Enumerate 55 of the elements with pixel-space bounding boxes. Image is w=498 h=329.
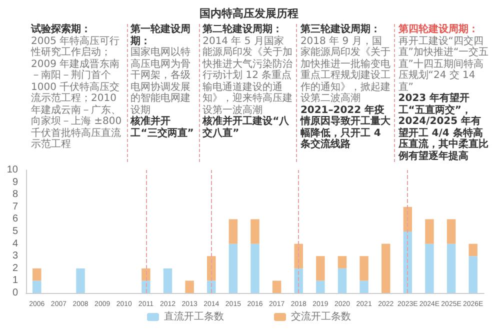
y-tick-label: 7 <box>12 201 18 212</box>
y-tick-label: 9 <box>12 176 18 188</box>
y-tick-label: 2 <box>12 262 18 274</box>
bar <box>338 256 347 268</box>
y-tick-label: 5 <box>12 226 18 237</box>
bar <box>228 244 238 293</box>
bar <box>425 219 434 244</box>
bar <box>446 219 456 244</box>
bar <box>163 268 172 293</box>
text: 2014 年 5 月国家能源局印发《关于加快推进大气污染防治行动计划 12 条重点输电通道建设的通知》，迎来特高压建设第一波高潮 <box>202 36 294 116</box>
chart-title: 国内特高压发展历程 <box>198 6 300 22</box>
y-tick-label: 1 <box>12 275 18 286</box>
bar <box>360 280 368 293</box>
bar <box>250 219 260 244</box>
y-tick-label: 3 <box>12 250 18 262</box>
text: 2005 年特高压可行性研究工作启动；2009 年建成晋东南－南阳－荆门首个 1000 千伏特高压交流示范工程；2010 年建成云南－广东、向家坝－上海 ±800 千伏首批特高压直流示范工程 <box>31 36 122 150</box>
bar <box>403 232 412 293</box>
legend-label: 直流开工条数 <box>164 310 224 322</box>
bar <box>76 268 85 293</box>
text: 试验探索期： <box>31 24 92 36</box>
bar <box>446 244 456 293</box>
text: 核准并开工建设“八交八直” <box>202 116 290 138</box>
bar <box>142 268 150 281</box>
bar <box>228 219 238 244</box>
bar <box>360 256 368 281</box>
text: 2018 年 9 月，国家能源局印发《关于加快推进一批输变电重点工程规划建设工作的通知》，掀起建设第二波高潮 <box>300 36 392 104</box>
bar <box>468 256 478 293</box>
text: 第一轮建设周期： <box>130 24 192 46</box>
y-tick-label: 10 <box>6 164 18 176</box>
bar <box>250 244 260 293</box>
bar <box>32 268 42 281</box>
bar <box>425 244 434 293</box>
bar <box>32 280 42 293</box>
bar <box>142 280 150 293</box>
text: 再开工建设“四交四直”加快推进“一交五直”十四五期间特高压规划“24 交 14 直” <box>398 36 490 92</box>
y-tick-label: 0 <box>12 288 18 298</box>
bar <box>381 244 390 293</box>
bar <box>468 244 478 256</box>
bar <box>338 268 347 293</box>
text: 国家电网以特高压电网为骨干网架，各级电网协调发展的智能电网建设期 <box>130 47 192 116</box>
y-tick-label: 4 <box>12 238 18 250</box>
bar <box>185 280 194 293</box>
text: 第二轮建设周期： <box>202 24 284 36</box>
y-tick-label: 8 <box>12 189 18 200</box>
legend-label: 交流开工条数 <box>291 310 351 322</box>
bar <box>316 256 325 281</box>
text: 2023 年有望开工“五直两交”，2024/2025 年有望开工 4/4 条特高压直流，其中柔直比例有望逐年提高 <box>398 93 488 162</box>
bar <box>207 280 216 293</box>
text: 第四轮建设周期： <box>398 24 480 36</box>
bar <box>272 280 282 293</box>
text: 2021–2022 年疫情原因导致开工量大幅降低，只开工 4 条交流线路 <box>300 104 390 150</box>
bar <box>316 280 325 293</box>
y-tick-label: 6 <box>12 214 18 225</box>
text: 核准并开工“三交两直” <box>130 116 194 138</box>
text: 第三轮建设周期： <box>300 24 382 36</box>
